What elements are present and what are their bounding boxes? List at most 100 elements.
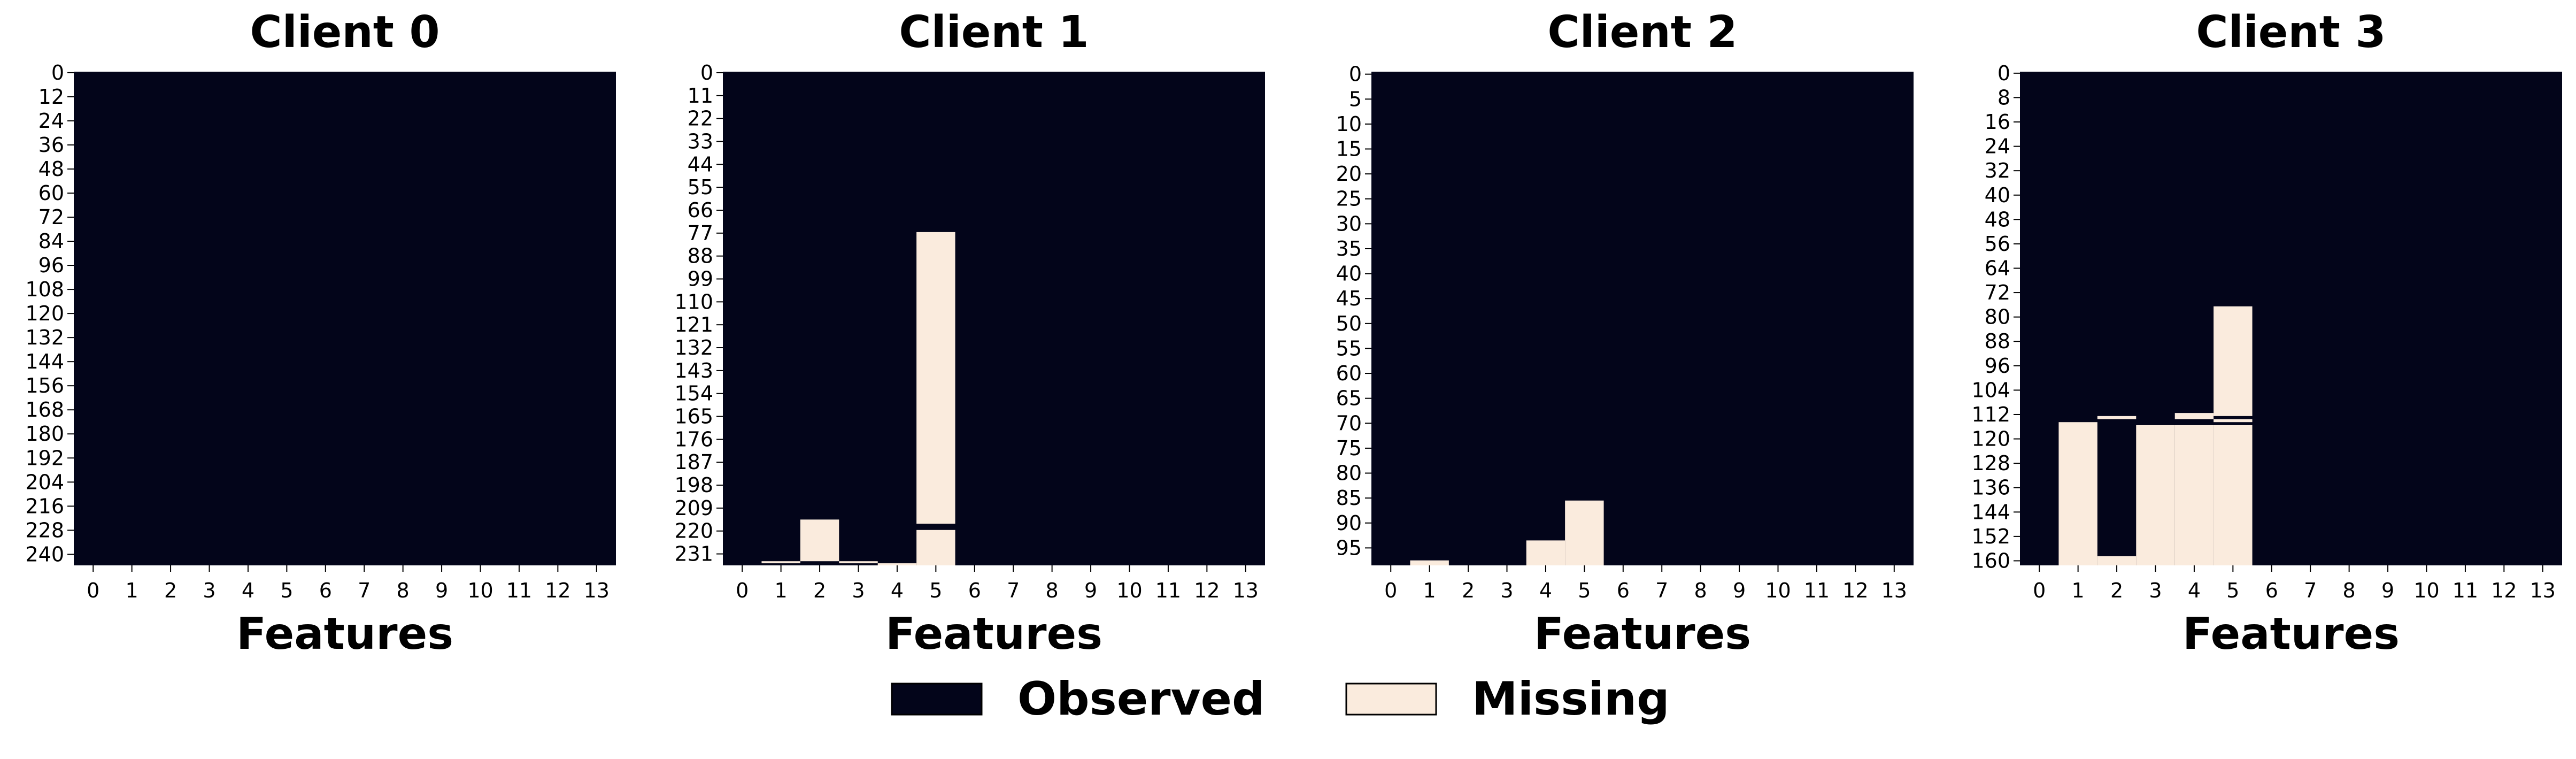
y-tick-label-client-3-17: 136 (1971, 476, 2010, 500)
y-tick-label-client-2-17: 85 (1336, 486, 1362, 510)
missing-block-client-3-3 (2136, 425, 2175, 565)
x-tick-label-client-1-8: 8 (1046, 579, 1059, 602)
y-tick-label-client-3-10: 80 (1985, 305, 2010, 329)
missing-block-client-2-2 (1565, 500, 1604, 565)
x-tick-label-client-0-11: 11 (506, 579, 532, 602)
x-tick-label-client-3-8: 8 (2343, 579, 2356, 602)
missing-block-client-2-0 (1410, 560, 1449, 565)
y-tick-label-client-1-20: 220 (674, 519, 713, 543)
y-tick-label-client-2-13: 65 (1336, 387, 1362, 410)
x-tick-label-client-3-3: 3 (2149, 579, 2162, 602)
x-tick-label-client-2-2: 2 (1462, 579, 1475, 602)
y-tick-label-client-3-15: 120 (1971, 427, 2010, 451)
y-tick-label-client-2-1: 5 (1349, 87, 1362, 111)
heatmap-client-0 (74, 72, 616, 565)
chart-title-client-0: Client 0 (250, 7, 439, 58)
x-tick-label-client-2-1: 1 (1423, 579, 1436, 602)
y-tick-label-client-2-6: 30 (1336, 212, 1362, 235)
y-tick-label-client-1-14: 154 (674, 382, 713, 405)
missing-block-client-2-1 (1526, 540, 1565, 565)
y-tick-label-client-3-11: 88 (1985, 329, 2010, 353)
y-tick-label-client-0-7: 84 (38, 229, 64, 253)
x-tick-label-client-1-0: 0 (736, 579, 749, 602)
y-tick-label-client-2-8: 40 (1336, 262, 1362, 286)
y-tick-label-client-3-19: 152 (1971, 525, 2010, 548)
y-tick-label-client-3-3: 24 (1985, 135, 2010, 158)
y-tick-label-client-2-7: 35 (1336, 237, 1362, 260)
x-tick-label-client-1-12: 12 (1194, 579, 1220, 602)
x-tick-label-client-2-13: 13 (1881, 579, 1907, 602)
y-tick-label-client-2-12: 60 (1336, 362, 1362, 385)
y-tick-label-client-3-6: 48 (1985, 208, 2010, 231)
x-tick-label-client-0-4: 4 (242, 579, 254, 602)
chart-title-client-3: Client 3 (2196, 7, 2386, 58)
missing-block-client-3-2 (2097, 556, 2137, 565)
missing-block-client-3-8 (2213, 425, 2253, 565)
y-tick-label-client-1-21: 231 (674, 542, 713, 566)
x-tick-label-client-1-4: 4 (891, 579, 904, 602)
y-tick-label-client-3-8: 64 (1985, 256, 2010, 280)
missing-block-client-1-4 (916, 232, 955, 524)
y-tick-label-client-1-3: 33 (688, 129, 713, 153)
x-tick-label-client-0-8: 8 (397, 579, 410, 602)
y-tick-label-client-3-18: 144 (1971, 500, 2010, 524)
y-tick-label-client-1-9: 99 (688, 267, 713, 291)
y-tick-label-client-3-0: 0 (1997, 62, 2010, 85)
x-tick-label-client-2-0: 0 (1384, 579, 1397, 602)
y-tick-label-client-2-14: 70 (1336, 411, 1362, 435)
y-tick-label-client-3-12: 96 (1985, 354, 2010, 378)
y-tick-label-client-3-9: 72 (1985, 281, 2010, 304)
x-axis-label-client-1: Features (885, 609, 1102, 660)
x-tick-label-client-0-1: 1 (126, 579, 138, 602)
x-tick-label-client-2-3: 3 (1500, 579, 1513, 602)
x-tick-label-client-0-7: 7 (358, 579, 371, 602)
x-axis-label-client-3: Features (2182, 609, 2400, 660)
x-axis-label-client-2: Features (1534, 609, 1751, 660)
missing-block-client-1-1 (800, 519, 839, 562)
y-tick-label-client-1-7: 77 (688, 221, 713, 245)
x-tick-label-client-0-9: 9 (435, 579, 448, 602)
y-tick-label-client-0-12: 144 (25, 350, 64, 373)
x-tick-label-client-1-13: 13 (1233, 579, 1259, 602)
y-tick-label-client-1-1: 11 (688, 84, 713, 108)
x-tick-label-client-3-6: 6 (2265, 579, 2278, 602)
x-tick-label-client-0-6: 6 (319, 579, 332, 602)
legend-label-observed: Observed (1017, 672, 1265, 726)
x-tick-label-client-2-12: 12 (1842, 579, 1868, 602)
legend-label-missing: Missing (1472, 672, 1670, 726)
x-tick-label-client-2-4: 4 (1539, 579, 1552, 602)
y-tick-label-client-2-10: 50 (1336, 312, 1362, 335)
y-tick-label-client-2-16: 80 (1336, 462, 1362, 485)
x-tick-label-client-2-10: 10 (1765, 579, 1791, 602)
missing-block-client-1-5 (916, 530, 955, 565)
x-tick-label-client-0-5: 5 (280, 579, 293, 602)
y-tick-label-client-1-4: 44 (688, 152, 713, 176)
missing-block-client-3-0 (2058, 422, 2097, 565)
y-tick-label-client-1-12: 132 (674, 336, 713, 359)
heatmap-client-3 (2020, 72, 2562, 565)
y-tick-label-client-2-9: 45 (1336, 287, 1362, 310)
y-tick-label-client-0-14: 168 (25, 398, 64, 421)
missing-block-client-3-7 (2213, 419, 2253, 423)
x-tick-label-client-0-0: 0 (87, 579, 99, 602)
y-tick-label-client-1-16: 176 (674, 427, 713, 451)
x-tick-label-client-3-0: 0 (2033, 579, 2046, 602)
y-tick-label-client-1-5: 55 (688, 175, 713, 199)
heatmap-client-2 (1371, 72, 1914, 565)
y-tick-label-client-3-4: 32 (1985, 159, 2010, 182)
chart-title-client-2: Client 2 (1547, 7, 1737, 58)
x-tick-label-client-1-5: 5 (929, 579, 942, 602)
y-tick-label-client-1-6: 66 (688, 198, 713, 222)
missing-block-client-1-3 (877, 563, 917, 565)
x-tick-label-client-3-7: 7 (2304, 579, 2317, 602)
y-tick-label-client-2-4: 20 (1336, 162, 1362, 186)
x-tick-label-client-0-12: 12 (545, 579, 570, 602)
y-tick-label-client-1-0: 0 (700, 61, 713, 85)
x-tick-label-client-3-4: 4 (2188, 579, 2201, 602)
y-tick-label-client-0-13: 156 (25, 374, 64, 397)
y-tick-label-client-0-8: 96 (38, 254, 64, 277)
y-tick-label-client-1-17: 187 (674, 450, 713, 474)
y-tick-label-client-0-1: 12 (38, 85, 64, 109)
x-tick-label-client-3-10: 10 (2413, 579, 2439, 602)
